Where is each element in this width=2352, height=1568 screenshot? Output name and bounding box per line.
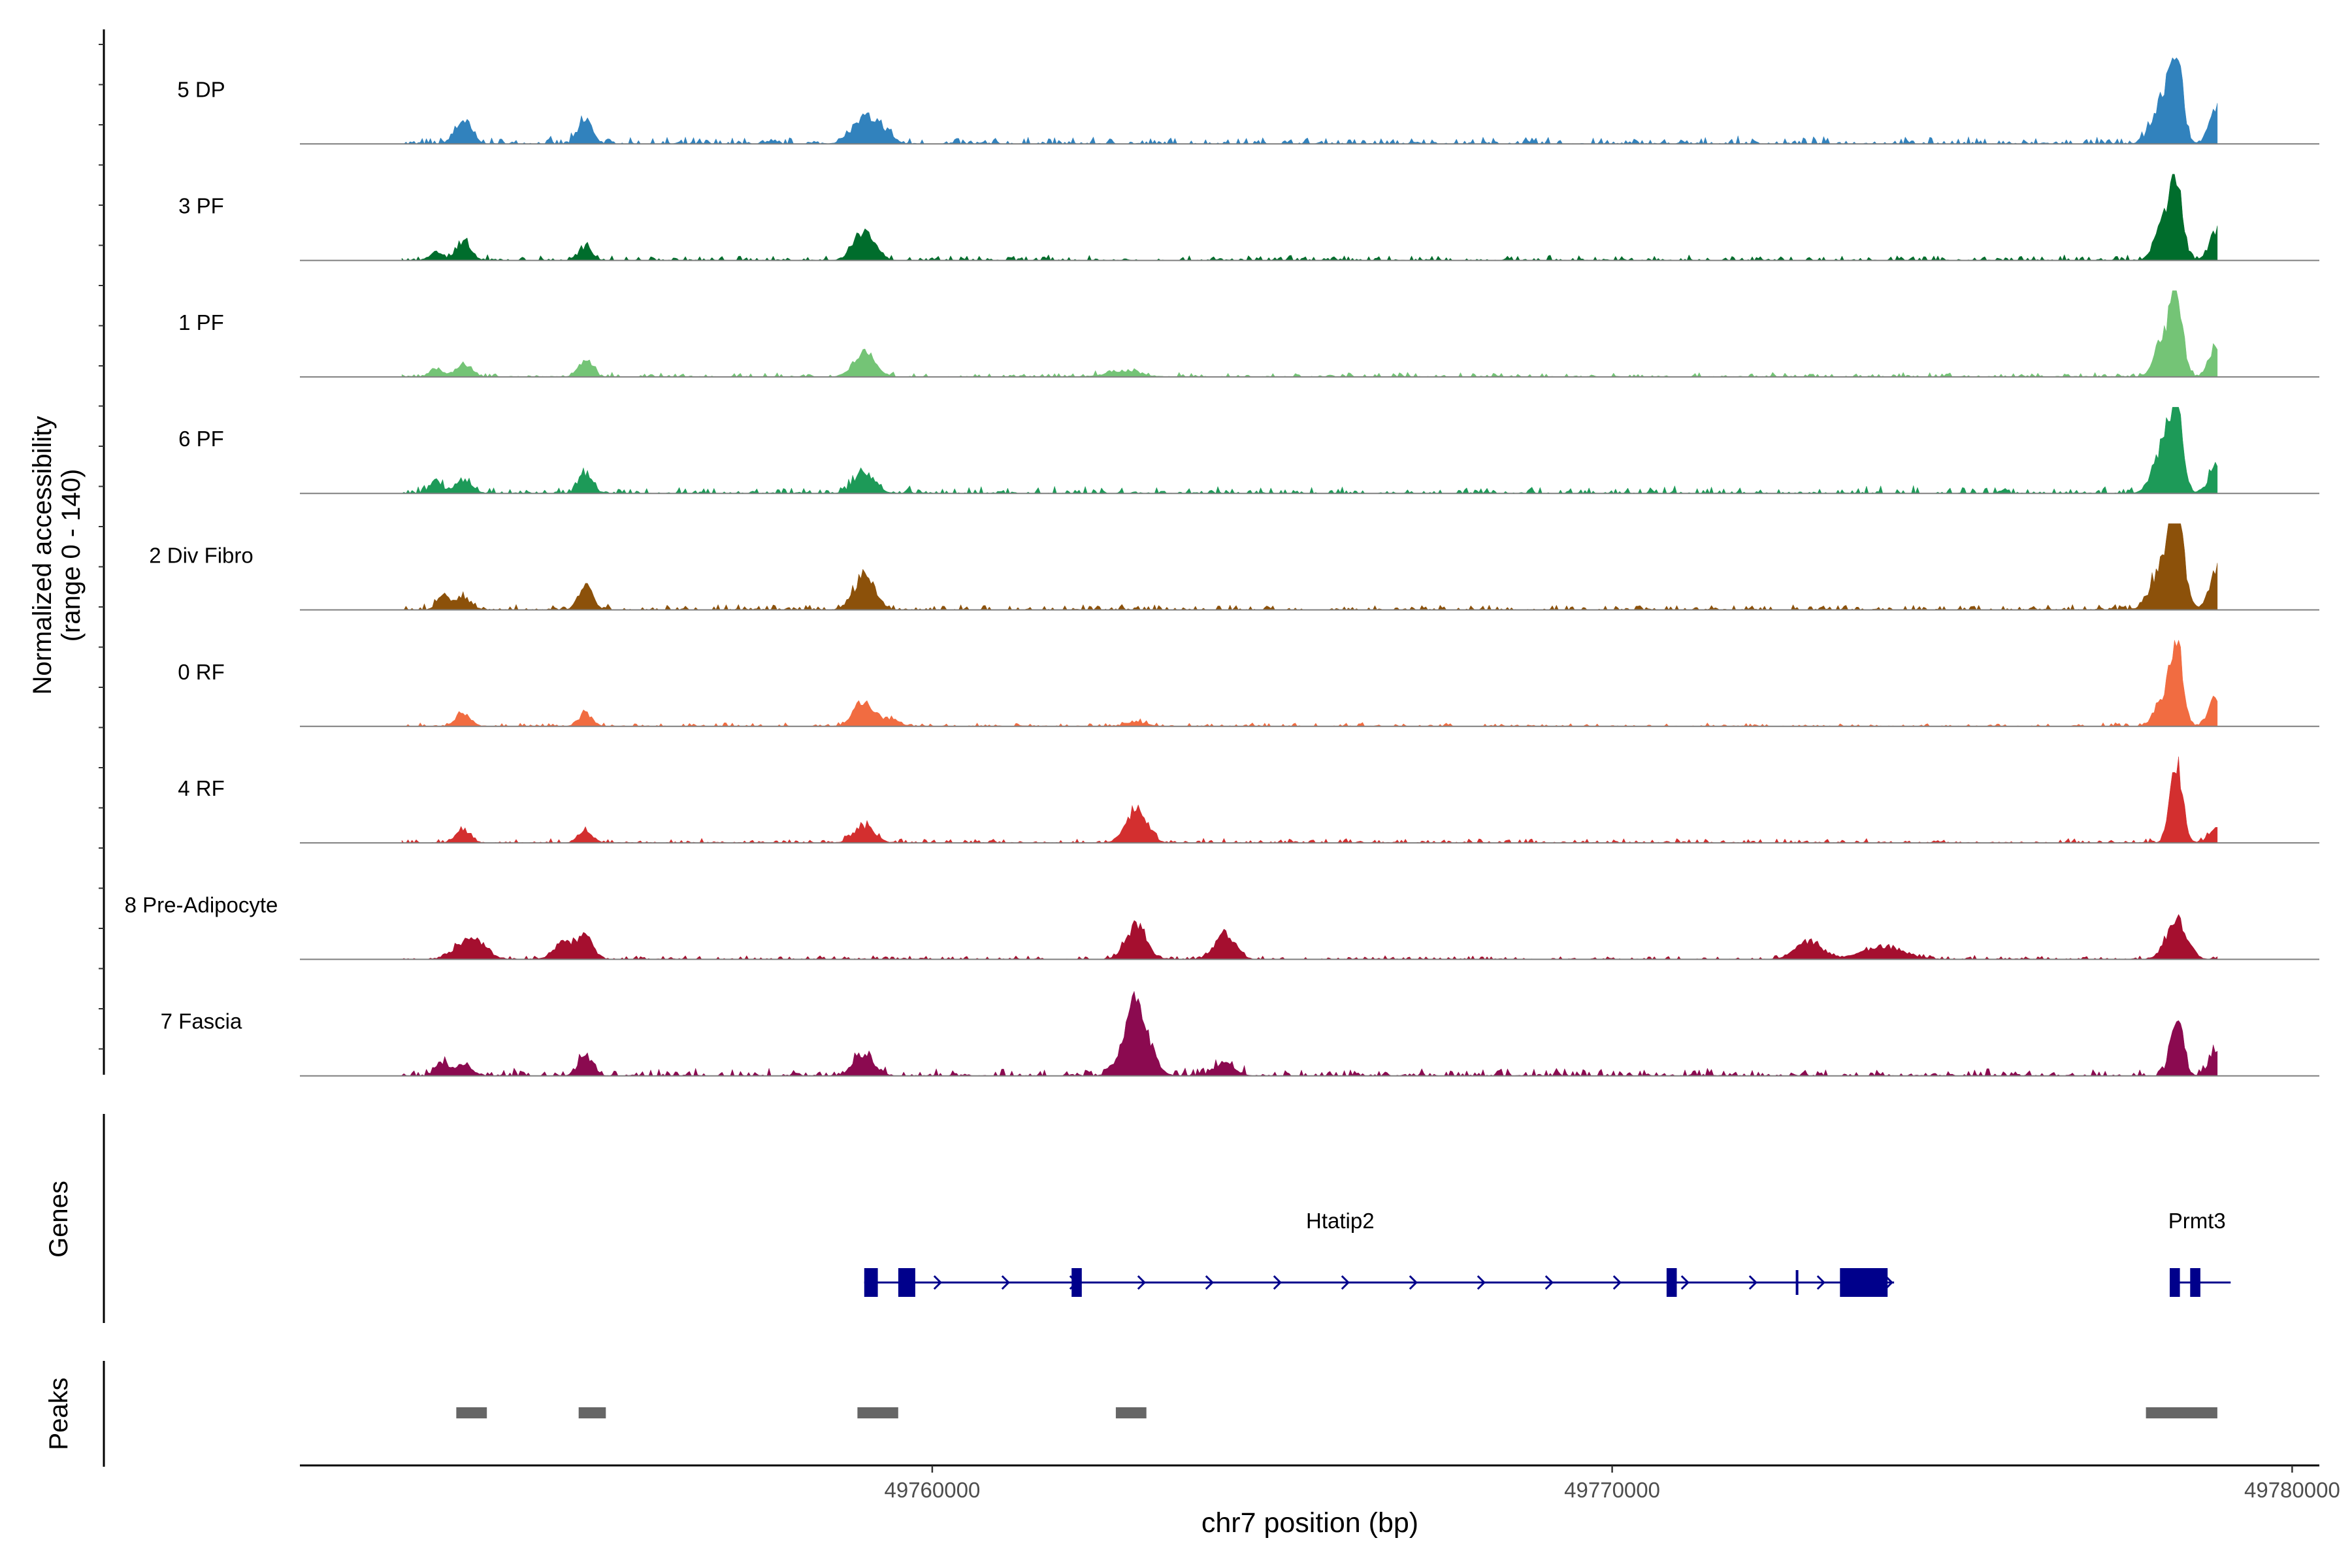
strand-arrow	[1544, 1275, 1554, 1290]
gene-model: Prmt3	[2168, 1209, 2231, 1297]
strand-arrow	[1748, 1275, 1757, 1290]
coverage-track: 6 PF	[178, 406, 2319, 495]
coverage-area	[402, 639, 2218, 727]
gene-models: Htatip2 Prmt3	[864, 1209, 2231, 1297]
gene-model: Htatip2	[864, 1209, 1895, 1297]
peak-region	[578, 1407, 606, 1418]
y-axis-range-label: (range 0 - 140)	[57, 469, 86, 642]
gene-exon	[898, 1268, 915, 1297]
coverage-area	[402, 57, 2218, 145]
gene-exon	[864, 1268, 878, 1297]
track-label: 6 PF	[178, 427, 224, 451]
gene-exon	[2170, 1268, 2180, 1297]
genes-panel-title: Genes	[44, 1181, 73, 1258]
coverage-area	[401, 174, 2218, 261]
peak-region	[2146, 1407, 2217, 1418]
gene-label: Prmt3	[2168, 1209, 2226, 1233]
strand-arrow	[1001, 1275, 1010, 1290]
y-axis-label: Normalized accessibility	[28, 416, 57, 695]
coverage-track: 4 RF	[178, 757, 2319, 844]
strand-arrow	[1205, 1275, 1214, 1290]
peak-region	[456, 1407, 487, 1418]
peaks-panel-title: Peaks	[44, 1377, 73, 1450]
x-tick-label: 49780000	[2244, 1478, 2340, 1502]
gene-exon	[1840, 1268, 1888, 1297]
coverage-track: 8 Pre-Adipocyte	[125, 892, 2319, 960]
track-label: 3 PF	[178, 194, 224, 218]
track-label: 8 Pre-Adipocyte	[125, 892, 278, 917]
gene-exon	[1795, 1270, 1799, 1295]
strand-arrow	[1409, 1275, 1418, 1290]
x-tick-label: 49770000	[1564, 1478, 1660, 1502]
coverage-track: 1 PF	[178, 290, 2319, 378]
strand-arrow	[933, 1275, 942, 1290]
coverage-tracks: 5 DP 3 PF 1 PF 6 PF 2 Div Fibro 0 RF 4 RF 8 Pre…	[125, 57, 2319, 1077]
coverage-track: 2 Div Fibro	[149, 523, 2319, 611]
strand-arrow	[1137, 1275, 1146, 1290]
peaks-panel-label: Peaks	[44, 1377, 73, 1450]
strand-arrow	[1612, 1275, 1622, 1290]
strand-arrow	[1273, 1275, 1282, 1290]
track-label: 2 Div Fibro	[149, 544, 253, 568]
x-tick-label: 49760000	[884, 1478, 980, 1502]
track-label: 5 DP	[177, 77, 225, 101]
track-label: 4 RF	[178, 776, 225, 800]
track-label: 0 RF	[178, 660, 225, 684]
coverage-y-ticks	[99, 44, 104, 1050]
peak-regions	[456, 1407, 2217, 1418]
peak-region	[857, 1407, 898, 1418]
coverage-area	[401, 523, 2218, 611]
peak-region	[1115, 1407, 1147, 1418]
coverage-track: 0 RF	[178, 639, 2319, 727]
gene-exon	[2190, 1268, 2200, 1297]
genes-panel-label: Genes	[44, 1181, 73, 1258]
strand-arrow	[1341, 1275, 1350, 1290]
strand-arrow	[1816, 1275, 1825, 1290]
strand-arrow	[1680, 1275, 1690, 1290]
track-label: 7 Fascia	[161, 1009, 242, 1034]
coverage-area	[401, 290, 2218, 378]
coverage-track: 3 PF	[178, 174, 2319, 261]
gene-label: Htatip2	[1306, 1209, 1375, 1233]
track-label: 1 PF	[178, 310, 224, 335]
gene-exon	[1071, 1268, 1082, 1297]
x-axis-ticks: 49760000 49770000 49780000	[884, 1465, 2340, 1502]
coverage-area	[401, 406, 2218, 495]
x-axis-label: chr7 position (bp)	[1201, 1507, 1418, 1539]
coverage-area	[401, 990, 2218, 1077]
strand-arrow	[1477, 1275, 1486, 1290]
coverage-track: 7 Fascia	[161, 990, 2319, 1077]
coverage-track: 5 DP	[177, 57, 2319, 145]
y-axis-title: Normalized accessibility (range 0 - 140)	[28, 416, 86, 695]
gene-exon	[1666, 1268, 1677, 1297]
coverage-area	[401, 913, 2218, 960]
coverage-area	[401, 757, 2218, 843]
